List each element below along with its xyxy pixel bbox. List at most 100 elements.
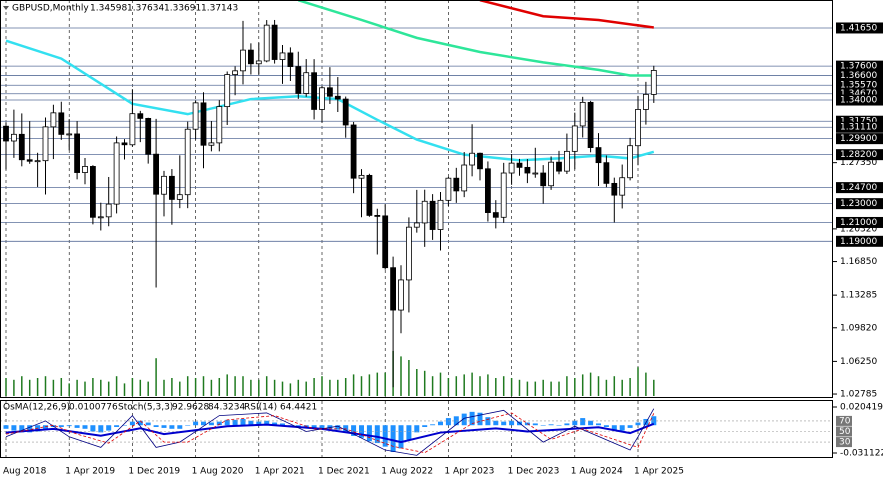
osma-bar [256,421,262,426]
candle-body [34,160,41,163]
osma-bar [129,421,135,426]
stoch-signal-value: 84.3234 [208,403,245,413]
osma-value: 0.0100776 [69,403,118,413]
candle-body [232,70,239,75]
candle-body [319,87,325,110]
candle-body [556,161,562,172]
osma-bar [493,420,499,426]
y-tick-label: 1.06250 [840,357,877,367]
candle-body [50,112,57,128]
level-label-box [836,198,883,210]
osma-bar [319,425,325,429]
candle-body [405,226,412,281]
candle-body [650,70,657,95]
osma-bar [343,425,349,432]
osma-bar [90,425,96,432]
osma-bar [122,425,127,426]
candle-body [382,215,389,269]
osma-bar [98,425,104,433]
osc-label-box [836,415,852,426]
high: 1.37634 [127,4,164,14]
osma-bar [106,425,112,431]
osma-bar [114,425,120,428]
osma-tick-label: -0.031122 [840,449,883,459]
osma-bar [469,411,475,426]
level-label-box [836,121,883,133]
candle-body [145,117,152,155]
candle-body [484,168,491,213]
candle-body [413,222,420,228]
candle-body [129,113,136,146]
candle-body [532,172,539,175]
candle-body [587,101,594,148]
x-tick-label: 1 Apr 2023 [444,467,494,477]
level-label-box [836,182,883,194]
open: 1.34598 [90,4,127,14]
candle-body [303,72,310,94]
candle-body [105,203,112,218]
osma-bar [153,425,159,428]
candle-body [247,49,254,65]
candle-body [603,162,610,184]
y-tick-label: 1.02785 [840,390,877,400]
low: 1.33691 [164,4,201,14]
candle-body [492,212,499,218]
osma-bar [580,418,586,426]
x-tick-label: 1 Aug 2022 [381,467,433,477]
close: 1.37143 [201,4,238,14]
osma-bar [264,420,270,426]
level-label: 1.21000 [840,218,877,228]
osma-bar [532,423,538,426]
candle-body [477,152,483,170]
osma-bar [351,425,357,436]
price-frame [0,0,833,398]
candle-body [66,133,73,136]
osma-bar [169,425,175,429]
level-label-box [836,133,883,145]
rsi-line [5,422,655,444]
osma-bar [224,419,230,426]
candle-body [137,113,144,119]
candle-body [58,112,65,135]
candle-body [564,150,570,172]
candle-body [398,279,404,311]
candle-body [390,267,397,311]
y-tick-label: 1.16850 [840,257,877,267]
candle-body [326,87,333,97]
candle-body [192,102,199,130]
candle-body [579,101,586,127]
candle-body [97,216,104,219]
symbol: GBPUSD,Monthly [12,4,89,14]
osc-tick-label: 70 [839,416,851,426]
osma-bar [11,425,17,431]
osma-bar [327,425,333,429]
y-tick-label: 1.27350 [840,158,877,168]
osma-bar [390,425,396,452]
osma-bar [185,425,191,426]
candle-body [224,74,231,108]
candle-body [153,153,160,195]
level-label: 1.34670 [840,89,877,99]
candle-body [184,128,191,196]
level-label: 1.19000 [840,237,877,247]
candle-body [469,152,476,166]
osma-bar [619,425,625,431]
osma-bar [208,422,214,426]
moving-average [5,39,655,162]
candle-body [311,72,318,110]
osma-bar [66,425,72,427]
osma-bar [635,422,641,426]
x-tick-label: 1 Apr 2025 [634,467,684,477]
osma-bar [280,423,285,426]
candle-body [90,166,96,218]
candle-body [263,24,270,62]
candle-body [161,175,167,195]
candle-body [611,182,618,196]
x-tick-label: 1 Aug 2020 [192,467,244,477]
candle-body [635,109,641,147]
level-label-box [836,235,883,247]
osma-bar [137,420,143,426]
osma-bar [216,421,222,426]
